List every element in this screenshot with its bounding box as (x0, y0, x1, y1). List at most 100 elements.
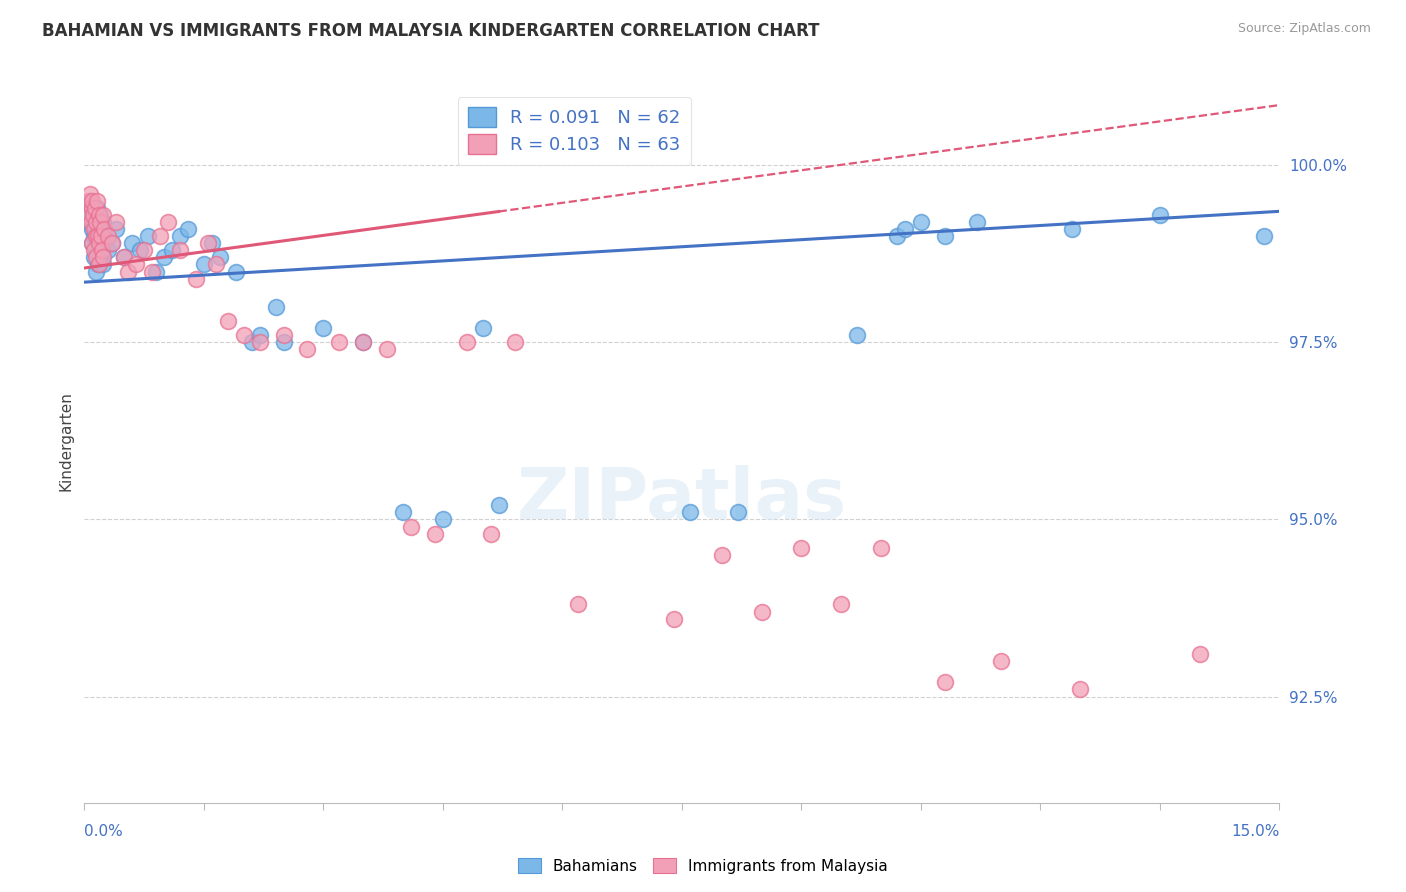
Point (117, 264, 139, 278)
Point (90, 244, 112, 258)
Point (157, 215, 180, 229)
Y-axis label: Kindergarten: Kindergarten (58, 392, 73, 491)
Point (249, 328, 271, 343)
Point (82, 194, 104, 208)
Point (751, 605, 773, 619)
Point (392, 505, 415, 519)
Point (160, 244, 183, 258)
Point (264, 300, 287, 314)
Point (84, 244, 107, 258)
Point (169, 229, 191, 244)
Point (1149, 208, 1171, 222)
Point (790, 541, 813, 555)
Point (432, 512, 454, 526)
Point (328, 335, 350, 350)
Point (1253, 229, 1275, 244)
Point (830, 598, 852, 612)
Point (82, 208, 104, 222)
Point (193, 257, 215, 271)
Point (249, 335, 271, 350)
Point (87, 229, 110, 244)
Point (567, 598, 589, 612)
Point (101, 236, 124, 251)
Point (86, 215, 108, 229)
Point (934, 675, 956, 690)
Point (83, 222, 105, 236)
Point (80, 208, 103, 222)
Point (184, 271, 207, 285)
Point (91, 215, 114, 229)
Point (82, 236, 104, 251)
Point (149, 229, 172, 244)
Point (121, 236, 143, 251)
Text: 0.0%: 0.0% (84, 824, 124, 839)
Point (197, 236, 219, 251)
Point (80, 215, 103, 229)
Point (145, 264, 167, 278)
Point (273, 328, 295, 343)
Point (934, 229, 956, 244)
Point (87, 208, 110, 222)
Point (727, 505, 749, 519)
Point (90, 229, 112, 244)
Point (132, 244, 156, 258)
Point (97, 229, 120, 244)
Point (990, 654, 1012, 668)
Legend: R = 0.091   N = 62, R = 0.103   N = 63: R = 0.091 N = 62, R = 0.103 N = 63 (457, 96, 692, 165)
Point (217, 314, 239, 328)
Point (886, 229, 908, 244)
Point (112, 251, 135, 265)
Point (83, 244, 105, 258)
Point (297, 343, 319, 357)
Point (89, 215, 111, 229)
Point (201, 236, 224, 251)
Point (662, 612, 685, 626)
Point (423, 526, 446, 541)
Point (86, 264, 108, 278)
Point (240, 335, 263, 350)
Point (141, 264, 163, 278)
Point (966, 215, 988, 229)
Point (471, 321, 494, 335)
Point (129, 244, 152, 258)
Point (1188, 647, 1211, 661)
Point (80, 201, 103, 215)
Point (79, 186, 101, 201)
Point (710, 548, 733, 562)
Point (479, 526, 502, 541)
Point (273, 335, 295, 350)
Point (87, 257, 110, 271)
Point (86, 201, 108, 215)
Point (105, 215, 128, 229)
Point (870, 541, 893, 555)
Point (112, 251, 135, 265)
Point (375, 343, 398, 357)
Point (87, 215, 110, 229)
Point (87, 257, 110, 271)
Point (77, 194, 100, 208)
Point (232, 328, 254, 343)
Point (846, 328, 869, 343)
Point (89, 251, 111, 265)
Point (1069, 682, 1091, 697)
Point (77, 208, 100, 222)
Text: Source: ZipAtlas.com: Source: ZipAtlas.com (1237, 22, 1371, 36)
Point (136, 229, 159, 244)
Point (83, 251, 105, 265)
Point (97, 244, 120, 258)
Point (86, 194, 108, 208)
Point (89, 208, 111, 222)
Point (205, 257, 228, 271)
Point (910, 215, 932, 229)
Point (84, 229, 107, 244)
Point (93, 229, 115, 244)
Point (1062, 222, 1084, 236)
Point (82, 201, 104, 215)
Point (177, 222, 200, 236)
Point (101, 236, 124, 251)
Point (352, 335, 374, 350)
Point (79, 194, 101, 208)
Point (93, 257, 115, 271)
Point (105, 222, 128, 236)
Point (208, 251, 231, 265)
